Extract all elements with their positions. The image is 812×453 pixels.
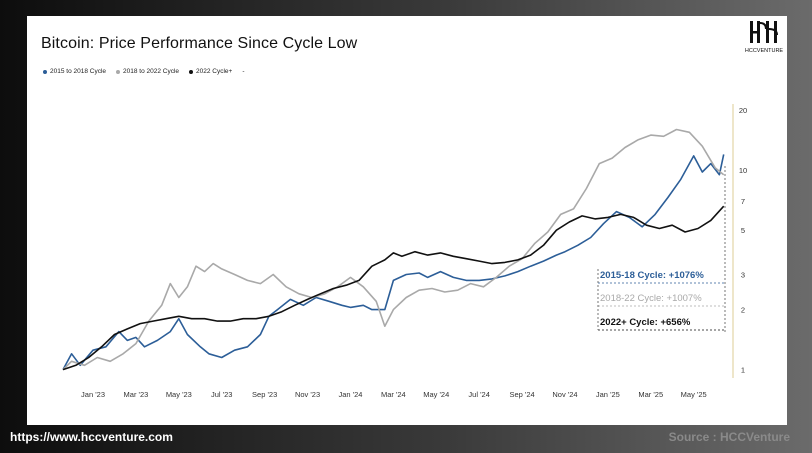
y-tick-label: 1 (741, 366, 745, 375)
logo-text: HCCVENTURE (745, 48, 784, 54)
legend-dot-black (189, 69, 194, 74)
x-tick-label: Nov '23 (295, 390, 320, 399)
x-tick-label: Jan '23 (81, 390, 105, 399)
annotation-label: 2022+ Cycle: +656% (600, 317, 691, 328)
chart-title: Bitcoin: Price Performance Since Cycle L… (41, 35, 358, 52)
y-tick-label: 2 (741, 306, 745, 315)
hccventure-logo: HCCVENTURE (745, 21, 784, 54)
x-tick-label: Mar '24 (381, 390, 406, 399)
legend-item-2015[interactable]: 2015 to 2018 Cycle (43, 68, 106, 75)
x-tick-label: Sep '23 (252, 390, 277, 399)
legend-item-2018[interactable]: 2018 to 2022 Cycle (116, 68, 179, 75)
legend-item-dash: - (242, 68, 244, 75)
x-tick-label: Jul '24 (468, 390, 489, 399)
annotation-label: 2015-18 Cycle: +1076% (600, 270, 704, 281)
x-tick-label: Jan '25 (596, 390, 620, 399)
legend-label: 2022 Cycle+ (196, 68, 233, 75)
chart-card: Bitcoin: Price Performance Since Cycle L… (27, 16, 787, 425)
legend-dot-gray (116, 69, 121, 74)
x-tick-label: Mar '25 (638, 390, 663, 399)
y-tick-label: 10 (739, 166, 747, 175)
x-tick-label: Jan '24 (338, 390, 362, 399)
x-tick-label: Jul '23 (211, 390, 232, 399)
y-tick-label: 3 (741, 270, 745, 279)
legend-label: - (242, 68, 245, 75)
x-tick-label: May '24 (423, 390, 449, 399)
series-line-2015-to-2018-cycle (62, 154, 725, 370)
x-tick-label: May '25 (681, 390, 707, 399)
y-tick-label: 7 (741, 197, 745, 206)
x-tick-label: May '23 (166, 390, 192, 399)
x-tick-label: Mar '23 (124, 390, 149, 399)
x-tick-label: Nov '24 (552, 390, 577, 399)
y-tick-label: 5 (741, 226, 745, 235)
legend-dot-blue (43, 69, 47, 74)
legend-item-2022[interactable]: 2022 Cycle+ (189, 68, 232, 75)
y-tick-label: 20 (739, 106, 747, 115)
website-url[interactable]: https://www.hccventure.com (10, 430, 173, 444)
source-credit: Source : HCCVenture (668, 430, 790, 444)
legend-label: 2015 to 2018 Cycle (50, 68, 107, 75)
annotation-label: 2018-22 Cycle: +1007% (600, 293, 702, 304)
x-tick-label: Sep '24 (509, 390, 534, 399)
series-line-2018-to-2022-cycle (62, 128, 725, 371)
chart-legend: 2015 to 2018 Cycle 2018 to 2022 Cycle 20… (43, 68, 245, 75)
chart-plot: 1 2 3 5 7 10 20 Jan '23 Mar '23 May '23 Jul '23 Sep… (62, 104, 747, 399)
legend-label: 2018 to 2022 Cycle (123, 68, 180, 75)
series-line-2022-cycle- (62, 205, 725, 371)
